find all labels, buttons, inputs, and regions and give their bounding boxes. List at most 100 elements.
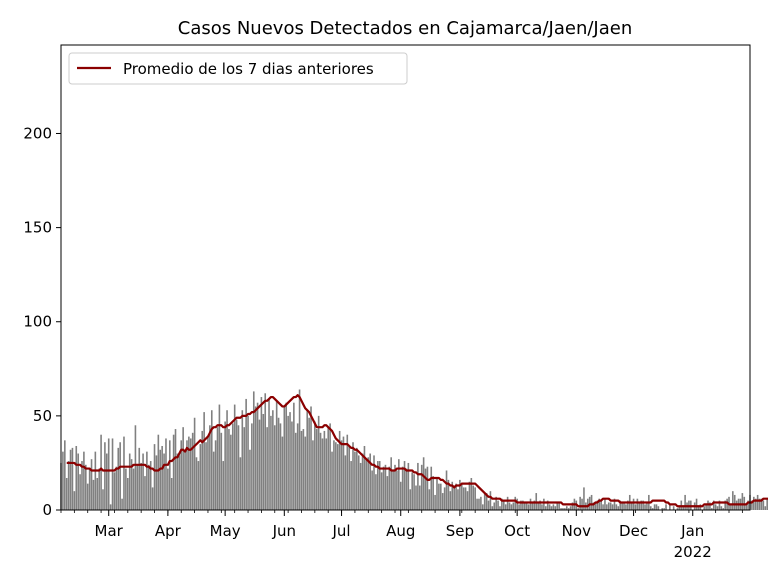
bar	[665, 504, 667, 510]
bar	[342, 436, 345, 510]
bar	[649, 506, 652, 510]
x-tick-label: Aug	[386, 522, 415, 540]
bar	[258, 419, 261, 510]
x-tick-label: Oct	[504, 522, 530, 540]
bar	[106, 453, 108, 510]
bar	[703, 506, 705, 510]
bar	[733, 494, 736, 510]
bar	[457, 489, 459, 510]
bar	[455, 483, 457, 510]
bar	[676, 508, 679, 510]
bar	[386, 476, 389, 510]
bar	[390, 457, 392, 510]
bar	[747, 500, 749, 510]
bar	[231, 423, 234, 510]
bar	[497, 500, 499, 510]
bar	[638, 502, 641, 510]
bar	[260, 397, 263, 510]
bar	[741, 493, 744, 510]
bar	[415, 485, 417, 510]
bar	[317, 415, 320, 510]
bar	[611, 504, 614, 510]
bar	[619, 500, 622, 510]
bar	[197, 461, 200, 510]
bar	[270, 415, 272, 510]
bar	[401, 466, 404, 510]
bar	[382, 466, 385, 510]
bar	[531, 502, 534, 510]
bar	[684, 494, 686, 510]
bar	[506, 496, 509, 510]
bar	[718, 500, 721, 510]
bar	[653, 504, 656, 510]
bar	[335, 442, 337, 510]
x-axis: Mar Apr May Jun Jul Aug Sep Oct Nov Dec Jan 2022	[60, 510, 743, 561]
bar	[625, 504, 627, 510]
bar	[142, 453, 144, 510]
bar	[127, 478, 129, 510]
bar	[478, 498, 480, 510]
bar	[527, 504, 530, 510]
bar	[564, 508, 566, 510]
bar	[764, 506, 767, 510]
bar	[155, 455, 158, 510]
bar	[394, 464, 396, 510]
bar	[636, 498, 639, 510]
bar	[209, 425, 211, 510]
bar	[485, 493, 488, 510]
bar	[186, 440, 188, 510]
bar	[195, 457, 198, 510]
bar	[474, 487, 476, 510]
chart-title: Casos Nuevos Detectados en Cajamarca/Jae…	[178, 18, 633, 39]
bar	[331, 451, 333, 510]
bar	[96, 478, 99, 510]
bar	[136, 464, 139, 510]
bar	[336, 444, 339, 510]
bar	[722, 508, 725, 510]
bar	[476, 498, 478, 510]
bar	[165, 438, 167, 510]
bar	[220, 432, 223, 510]
bar	[504, 504, 507, 510]
bar	[461, 483, 463, 510]
bar	[140, 462, 142, 510]
bar	[237, 425, 240, 510]
bar	[546, 500, 549, 510]
bar	[407, 462, 410, 510]
bar	[510, 504, 513, 510]
bar	[424, 468, 427, 510]
bar	[306, 410, 309, 510]
bar	[651, 508, 654, 510]
bar	[86, 483, 89, 510]
bar	[275, 400, 278, 510]
bar	[79, 474, 81, 510]
bar	[445, 470, 448, 510]
bar	[329, 423, 331, 510]
bar	[615, 504, 618, 510]
bar	[642, 500, 644, 510]
bar	[214, 440, 217, 510]
bar	[447, 479, 450, 510]
bar	[544, 506, 547, 510]
bar	[592, 502, 595, 510]
bar	[451, 481, 454, 510]
bar	[161, 445, 163, 510]
bar	[724, 500, 726, 510]
bar	[268, 398, 270, 510]
bar	[67, 461, 70, 510]
bar	[69, 449, 72, 510]
bar	[502, 500, 505, 510]
bar	[518, 504, 520, 510]
bar	[212, 451, 215, 510]
bar	[167, 468, 169, 510]
bar	[138, 447, 141, 510]
bar	[514, 496, 517, 510]
bar	[525, 502, 528, 510]
bar	[98, 468, 100, 510]
bar	[123, 436, 125, 510]
bar	[287, 415, 289, 510]
bar	[491, 506, 494, 510]
bar	[199, 444, 202, 510]
bar	[247, 415, 249, 510]
